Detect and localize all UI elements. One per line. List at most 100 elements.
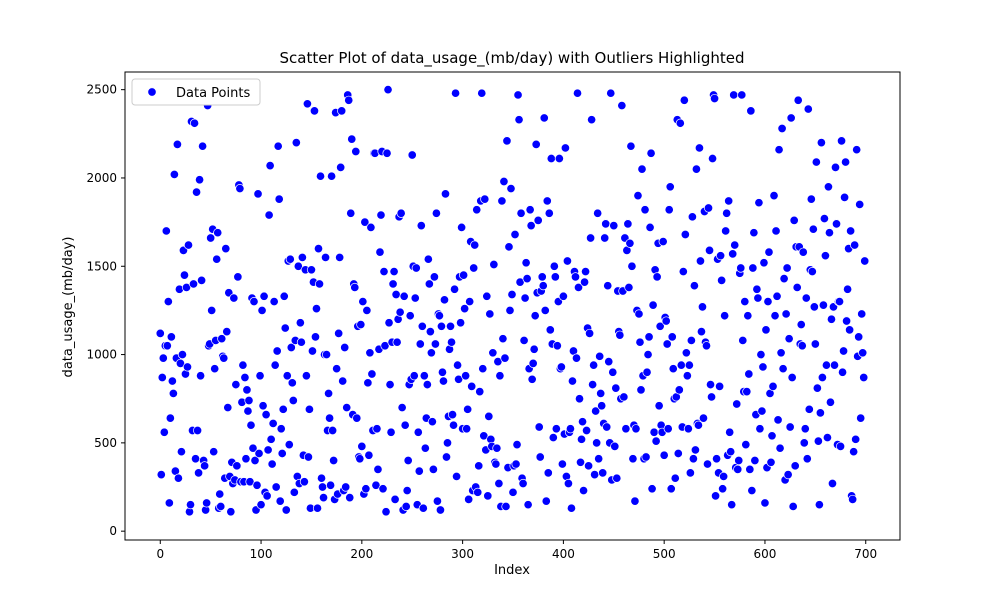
data-point [601, 219, 611, 229]
data-point [448, 420, 459, 430]
data-point [778, 364, 788, 374]
data-point [342, 402, 352, 413]
data-point [373, 464, 383, 474]
data-point [797, 341, 807, 351]
data-point [363, 378, 373, 388]
data-point [786, 113, 796, 123]
data-point [771, 226, 781, 236]
data-point [202, 498, 212, 508]
data-point [818, 300, 828, 310]
data-point [176, 447, 186, 457]
data-point [375, 247, 385, 257]
data-point [480, 194, 490, 204]
data-point [811, 157, 821, 167]
data-point [744, 369, 754, 379]
data-point [432, 496, 442, 506]
x-axis-label: Index [494, 563, 530, 578]
data-point [745, 464, 755, 474]
data-point [489, 259, 499, 270]
data-point [635, 337, 645, 347]
data-point [269, 297, 279, 307]
data-point [254, 448, 264, 459]
data-point [317, 482, 328, 492]
data-point [488, 348, 498, 358]
data-point [262, 491, 272, 501]
data-point [182, 362, 193, 372]
data-point [241, 454, 251, 464]
data-point [710, 93, 720, 104]
data-point [365, 348, 375, 358]
data-point [679, 95, 689, 105]
data-point [651, 436, 661, 446]
data-point [673, 448, 683, 459]
data-point [845, 325, 855, 335]
data-point [685, 468, 695, 478]
data-point [563, 478, 573, 489]
data-point [702, 459, 713, 469]
data-point [646, 148, 656, 158]
data-point [612, 473, 622, 483]
data-point [840, 192, 850, 202]
data-point [741, 440, 751, 450]
data-point [770, 311, 780, 321]
data-point [284, 440, 294, 450]
data-point [272, 346, 282, 356]
data-point [268, 418, 278, 428]
data-point [301, 371, 311, 381]
data-point [172, 139, 182, 149]
data-point [460, 304, 470, 314]
data-point [585, 328, 595, 338]
data-point [167, 376, 177, 386]
data-point [806, 194, 816, 204]
x-tick-label: 0 [156, 547, 164, 561]
data-point [279, 291, 289, 301]
data-point [830, 162, 841, 172]
data-point [537, 272, 547, 282]
data-point [409, 371, 419, 381]
data-point [846, 226, 856, 236]
data-point [712, 454, 722, 464]
data-point [159, 427, 169, 437]
data-point [825, 397, 836, 407]
data-point [426, 348, 436, 358]
data-point [198, 141, 208, 151]
data-point [436, 321, 446, 331]
data-point [829, 360, 840, 370]
data-point [816, 138, 826, 148]
data-point [499, 176, 509, 187]
data-point [334, 328, 344, 338]
data-point [615, 330, 625, 340]
data-point [456, 318, 466, 328]
data-point [278, 404, 288, 414]
data-point [817, 372, 827, 383]
data-point [296, 337, 306, 347]
data-point [311, 304, 322, 314]
data-point [663, 424, 673, 434]
data-point [528, 358, 538, 368]
data-point [222, 327, 232, 337]
data-point [636, 385, 646, 395]
data-point [704, 245, 715, 255]
data-point [399, 291, 409, 301]
data-point [179, 270, 190, 280]
data-point [328, 425, 338, 436]
data-point [843, 284, 853, 294]
data-point [382, 148, 392, 158]
data-point [400, 420, 410, 430]
data-point [711, 491, 721, 501]
data-point [630, 496, 640, 506]
data-point [733, 464, 743, 474]
data-point [652, 272, 662, 282]
data-point [570, 272, 581, 282]
data-point [439, 295, 450, 305]
data-point [197, 275, 207, 285]
data-point [588, 380, 598, 390]
data-point [717, 275, 727, 285]
y-tick-label: 0 [109, 524, 117, 538]
data-point [386, 427, 396, 437]
data-point [525, 205, 535, 215]
data-point [619, 392, 629, 402]
data-point [252, 480, 262, 490]
data-point [193, 425, 203, 436]
data-point [507, 289, 517, 300]
